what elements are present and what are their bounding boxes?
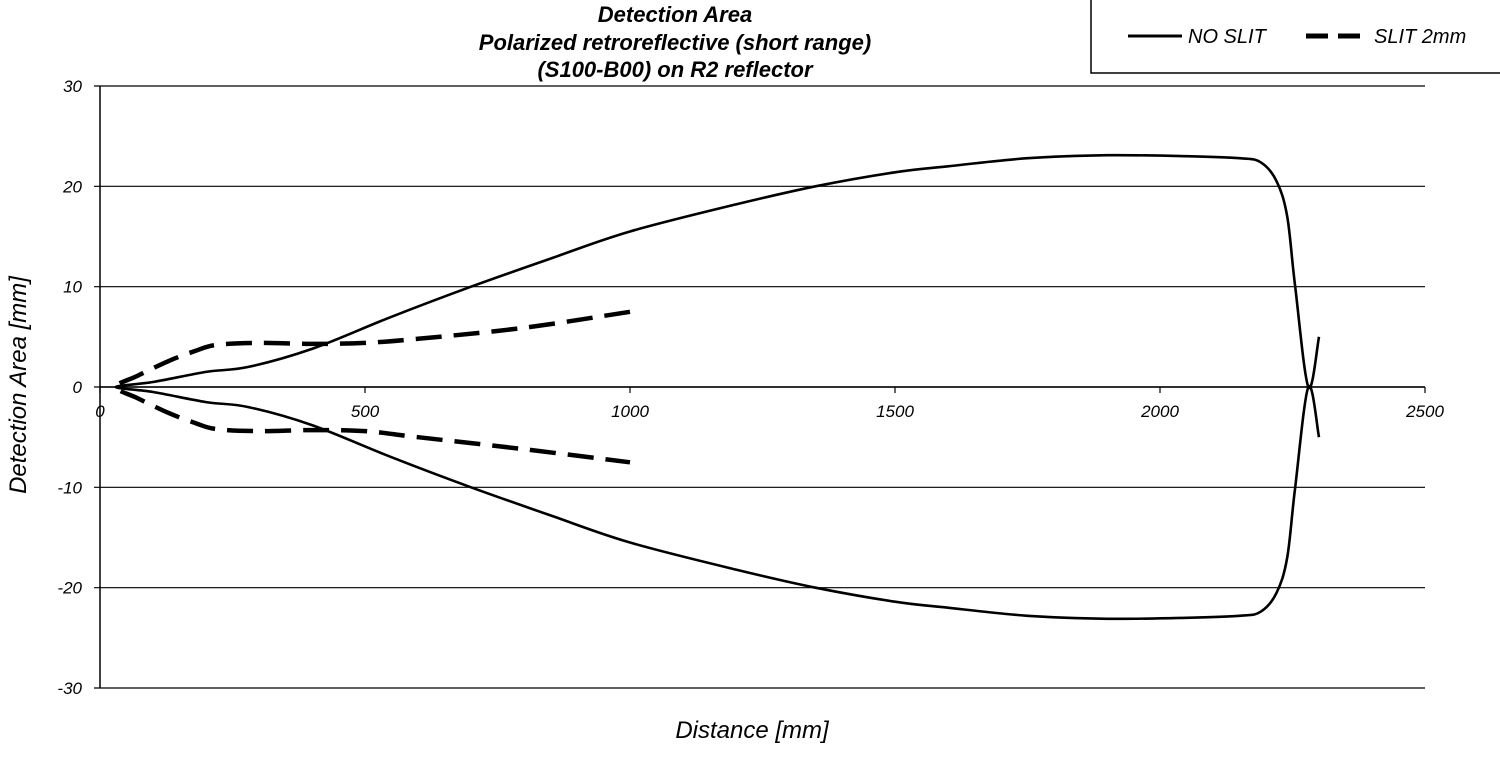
y-tick-label: 30 xyxy=(63,77,82,96)
y-tick-label: -10 xyxy=(57,478,82,497)
series-line-no-slit xyxy=(114,153,1321,621)
x-tick-label: 1500 xyxy=(876,402,914,421)
x-axis-label: Distance [mm] xyxy=(675,717,830,744)
x-tick-label: 2000 xyxy=(1140,402,1179,421)
y-tick-label: 20 xyxy=(62,177,82,196)
x-tick-label: 2500 xyxy=(1405,402,1444,421)
x-tick-label: 1000 xyxy=(611,402,649,421)
chart-title-line-2: Polarized retroreflective (short range) xyxy=(479,30,871,55)
series-layer xyxy=(113,153,1321,621)
y-tick-label: 0 xyxy=(73,378,83,397)
y-tick-label: 10 xyxy=(63,278,82,297)
x-tick-label: 500 xyxy=(351,402,380,421)
chart-title-line-1: Detection Area xyxy=(598,2,752,27)
legend-label-slit-2mm: SLIT 2mm xyxy=(1374,26,1466,48)
legend: NO SLIT SLIT 2mm xyxy=(1090,0,1500,74)
y-axis-label: Detection Area [mm] xyxy=(5,275,32,494)
legend-label-no-slit: NO SLIT xyxy=(1188,26,1268,48)
y-tick-label: -30 xyxy=(57,679,82,698)
y-tick-labels: 30 20 10 0 -10 -20 -30 xyxy=(57,77,82,698)
y-tick-label: -20 xyxy=(57,579,82,598)
series-line-slit-2mm xyxy=(113,309,631,465)
chart-title-line-3: (S100-B00) on R2 reflector xyxy=(537,57,814,82)
